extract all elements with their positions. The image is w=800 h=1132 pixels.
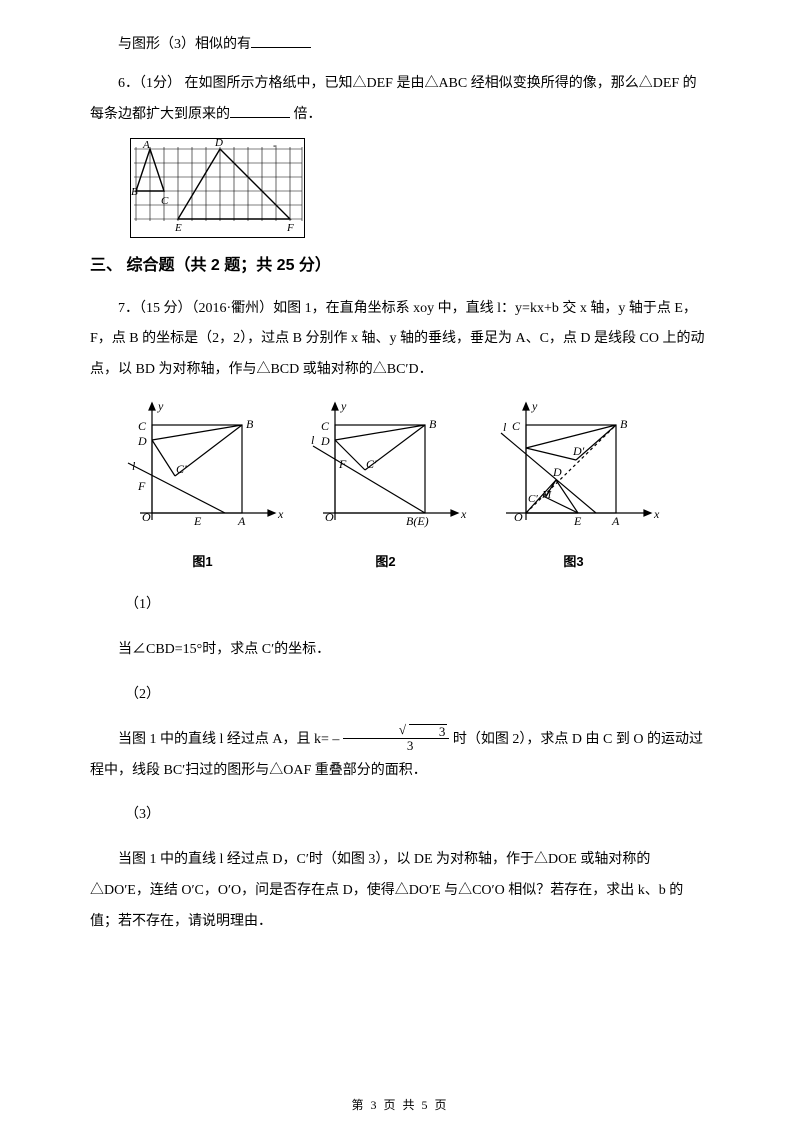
svg-text:B: B [620, 417, 628, 431]
svg-text:x: x [277, 507, 284, 521]
svg-text:E: E [174, 222, 182, 234]
svg-text:l: l [132, 459, 136, 473]
q7-part3-text: 当图 1 中的直线 l 经过点 D，C′时（如图 3），以 DE 为对称轴，作于… [90, 845, 710, 937]
svg-text:A: A [237, 514, 246, 528]
q5-blank [251, 33, 311, 48]
svg-text:C′: C′ [528, 493, 538, 505]
q7-part2-pre: 当图 1 中的直线 l 经过点 A，且 k= – [118, 732, 343, 747]
svg-text:B(E): B(E) [406, 514, 429, 528]
svg-text:-: - [273, 139, 277, 152]
svg-text:D′: D′ [572, 444, 585, 458]
fig3-block: y x O C B D′ D M C′ l E A 图3 [486, 398, 661, 576]
q7-part1-text: 当∠CBD=15°时，求点 C′的坐标． [90, 635, 710, 666]
fraction-icon: 3 3 [343, 724, 450, 752]
frac-den: 3 [343, 739, 450, 752]
section-3-title: 三、 综合题（共 2 题；共 25 分） [90, 248, 710, 283]
svg-text:A: A [142, 139, 150, 151]
svg-text:l: l [503, 420, 507, 434]
svg-text:B: B [246, 417, 254, 431]
q6-text: 6．（1分） 在如图所示方格纸中，已知△DEF 是由△ABC 经相似变换所得的像… [90, 69, 710, 131]
svg-text:y: y [531, 399, 538, 413]
svg-text:x: x [653, 507, 660, 521]
q7-intro: 7．（15 分）（2016·衢州）如图 1，在直角坐标系 xoy 中，直线 l：… [90, 294, 710, 386]
svg-text:F: F [137, 479, 146, 493]
svg-text:O: O [142, 510, 151, 524]
fig3-svg: y x O C B D′ D M C′ l E A [486, 398, 661, 533]
frac-num: 3 [409, 724, 448, 738]
q7-part2-label: （2） [125, 680, 710, 711]
svg-text:D: D [214, 139, 223, 149]
svg-text:C: C [161, 195, 169, 207]
q7-part3-label: （3） [125, 800, 710, 831]
svg-text:O: O [514, 510, 523, 524]
q7-figures: y x O C B D C′ l F E A 图1 [120, 398, 710, 576]
svg-text:C: C [512, 419, 521, 433]
svg-text:O: O [325, 510, 334, 524]
fig3-label: 图3 [486, 548, 661, 577]
svg-text:D: D [320, 434, 330, 448]
svg-text:D: D [137, 434, 147, 448]
fig1-svg: y x O C B D C′ l F E A [120, 398, 285, 533]
q5-tail-text: 与图形（3）相似的有 [118, 37, 251, 52]
svg-text:x: x [460, 507, 467, 521]
fig2-label: 图2 [303, 548, 468, 577]
q6-blank [230, 102, 290, 117]
grid-svg: A B C D E F - [131, 139, 305, 238]
svg-text:C′: C′ [176, 462, 187, 476]
q6-grid-diagram: A B C D E F - [130, 138, 305, 238]
page-footer: 第 3 页 共 5 页 [0, 1092, 800, 1118]
svg-text:B: B [429, 417, 437, 431]
fig1-label: 图1 [120, 548, 285, 577]
q6-suffix: 倍． [290, 107, 322, 122]
svg-text:C: C [138, 419, 147, 433]
svg-text:E: E [193, 514, 202, 528]
svg-text:M: M [541, 489, 552, 501]
svg-text:y: y [157, 399, 164, 413]
q6-prefix: 6．（1分） 在如图所示方格纸中，已知△DEF 是由△ABC 经相似变换所得的像… [90, 76, 697, 122]
svg-text:C: C [321, 419, 330, 433]
svg-text:y: y [340, 399, 347, 413]
svg-text:A: A [611, 514, 620, 528]
svg-text:E: E [573, 514, 582, 528]
q7-part2-text: 当图 1 中的直线 l 经过点 A，且 k= – 3 3 时（如图 2），求点 … [90, 725, 710, 787]
svg-text:D: D [552, 465, 562, 479]
q5-tail: 与图形（3）相似的有 [90, 30, 710, 61]
fig1-block: y x O C B D C′ l F E A 图1 [120, 398, 285, 576]
svg-text:F: F [286, 222, 294, 234]
svg-text:F: F [338, 457, 347, 471]
svg-text:l: l [311, 433, 315, 447]
svg-text:C′: C′ [366, 457, 377, 471]
fig2-svg: y x O C B D C′ l F B(E) [303, 398, 468, 533]
fig2-block: y x O C B D C′ l F B(E) 图2 [303, 398, 468, 576]
q7-part1-label: （1） [125, 590, 710, 621]
svg-text:B: B [131, 186, 138, 198]
